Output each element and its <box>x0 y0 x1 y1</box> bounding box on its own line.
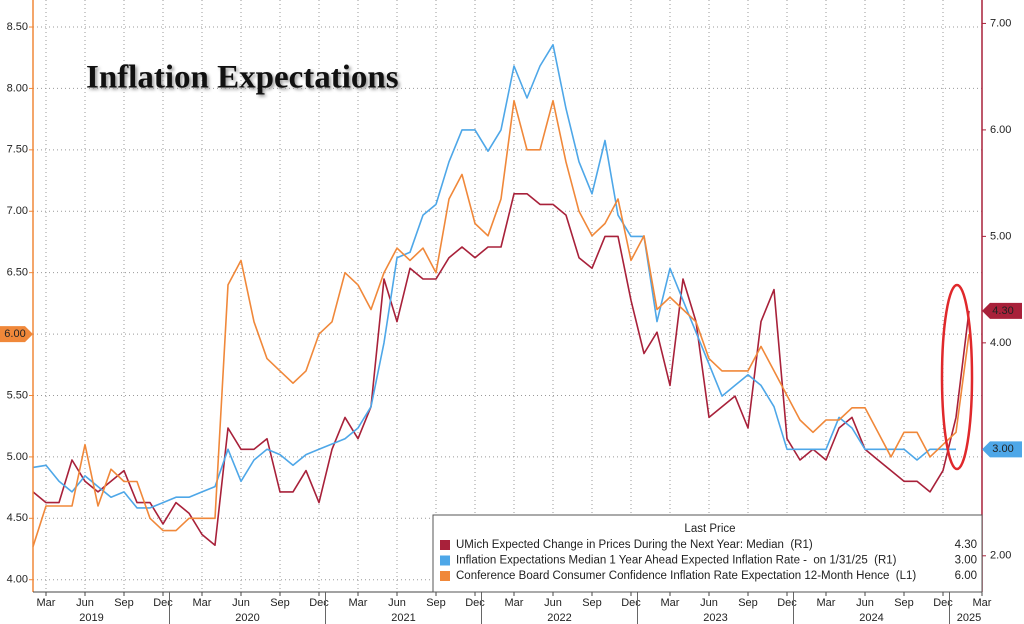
last-price-label: 3.00 <box>992 443 1013 455</box>
year-label: 2024 <box>859 612 883 624</box>
x-tick-label: Dec <box>621 597 641 609</box>
x-tick-label: Sep <box>582 597 602 609</box>
x-tick-label: Sep <box>114 597 134 609</box>
legend: Last Price UMich Expected Change in Pric… <box>432 514 983 593</box>
legend-name: Conference Board Consumer Confidence Inf… <box>456 570 916 582</box>
legend-header: Last Price <box>684 523 735 535</box>
x-tick-label: Mar <box>349 597 368 609</box>
x-tick-label: Dec <box>309 597 329 609</box>
y2-tick-label: 4.00 <box>990 337 1011 349</box>
x-tick-label: Mar <box>193 597 212 609</box>
y2-tick-label: 7.00 <box>990 17 1011 29</box>
legend-value: 6.00 <box>955 570 977 582</box>
year-label: 2022 <box>547 612 571 624</box>
legend-box <box>432 514 983 593</box>
y-tick-label: 4.00 <box>7 574 28 586</box>
legend-swatch <box>440 540 450 550</box>
x-tick-label: Sep <box>270 597 290 609</box>
x-tick-label: Sep <box>426 597 446 609</box>
y-tick-label: 6.50 <box>7 267 28 279</box>
y-tick-label: 8.00 <box>7 82 28 94</box>
x-tick-label: Jun <box>388 597 406 609</box>
legend-name: Inflation Expectations Median 1 Year Ahe… <box>456 555 897 567</box>
lines <box>32 43 970 547</box>
y-tick-label: 4.50 <box>7 512 28 524</box>
legend-swatch <box>440 555 450 566</box>
highlight-ellipse <box>940 283 974 471</box>
year-label: 2020 <box>235 612 259 624</box>
x-tick-label: Sep <box>894 597 914 609</box>
x-tick-label: Sep <box>738 597 758 609</box>
series-line <box>32 99 970 547</box>
x-tick-label: Jun <box>700 597 718 609</box>
x-tick-label: Mar <box>817 597 836 609</box>
last-price-box <box>0 326 33 343</box>
x-tick-label: Mar <box>37 597 56 609</box>
legend-value: 3.00 <box>955 555 977 567</box>
legend-value: 4.30 <box>955 539 977 551</box>
x-tick-label: Jun <box>232 597 250 609</box>
year-label: 2025 <box>957 612 981 624</box>
x-tick-label: Dec <box>777 597 797 609</box>
y2-tick-label: 2.00 <box>990 550 1011 562</box>
x-tick-label: Jun <box>544 597 562 609</box>
x-tick-label: Dec <box>465 597 485 609</box>
series-line <box>32 43 956 509</box>
y-tick-label: 7.50 <box>7 144 28 156</box>
x-tick-label: Dec <box>153 597 173 609</box>
x-tick-label: Mar <box>661 597 680 609</box>
y2-tick-label: 5.00 <box>990 230 1011 242</box>
legend-swatch <box>440 571 450 581</box>
last-price-box <box>982 441 1022 458</box>
year-label: 2019 <box>79 612 103 624</box>
y2-tick-label: 6.00 <box>990 124 1011 136</box>
last-price-label: 4.30 <box>992 305 1013 317</box>
y-tick-label: 8.50 <box>7 21 28 33</box>
x-tick-label: Jun <box>76 597 94 609</box>
chart-title: Inflation Expectations <box>86 60 399 96</box>
last-price-box <box>982 302 1022 319</box>
year-label: 2023 <box>703 612 727 624</box>
year-label: 2021 <box>391 612 415 624</box>
y-tick-label: 5.00 <box>7 451 28 463</box>
x-tick-label: Mar <box>973 597 992 609</box>
legend-name: UMich Expected Change in Prices During t… <box>456 539 813 551</box>
y-tick-label: 7.00 <box>7 205 28 217</box>
y-tick-label: 5.50 <box>7 389 28 401</box>
x-tick-label: Dec <box>933 597 953 609</box>
x-tick-label: Mar <box>505 597 524 609</box>
x-tick-label: Jun <box>856 597 874 609</box>
last-price-label: 6.00 <box>4 328 25 340</box>
